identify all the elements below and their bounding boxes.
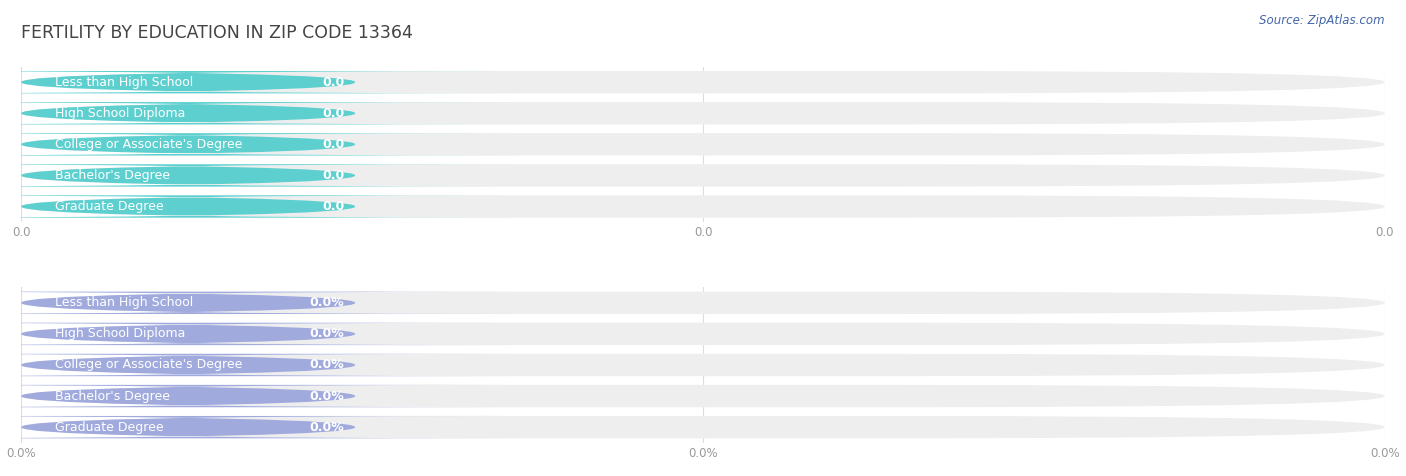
Text: High School Diploma: High School Diploma	[55, 327, 186, 340]
Text: Bachelor's Degree: Bachelor's Degree	[55, 169, 170, 182]
FancyBboxPatch shape	[0, 195, 512, 218]
Text: 0.0%: 0.0%	[309, 327, 344, 340]
Text: 0.0: 0.0	[322, 138, 344, 151]
FancyBboxPatch shape	[0, 385, 512, 407]
FancyBboxPatch shape	[21, 292, 1385, 314]
FancyBboxPatch shape	[21, 102, 1385, 124]
Text: 0.0: 0.0	[322, 200, 344, 213]
Text: Less than High School: Less than High School	[55, 297, 194, 309]
Text: College or Associate's Degree: College or Associate's Degree	[55, 138, 243, 151]
Text: Graduate Degree: Graduate Degree	[55, 421, 165, 434]
FancyBboxPatch shape	[0, 323, 512, 345]
FancyBboxPatch shape	[0, 354, 512, 376]
FancyBboxPatch shape	[0, 416, 512, 438]
FancyBboxPatch shape	[0, 292, 512, 314]
Text: Graduate Degree: Graduate Degree	[55, 200, 165, 213]
FancyBboxPatch shape	[0, 102, 512, 124]
Text: Source: ZipAtlas.com: Source: ZipAtlas.com	[1260, 14, 1385, 27]
Text: 0.0: 0.0	[322, 107, 344, 120]
Text: 0.0%: 0.0%	[309, 389, 344, 403]
FancyBboxPatch shape	[21, 133, 1385, 156]
FancyBboxPatch shape	[0, 133, 512, 156]
FancyBboxPatch shape	[0, 164, 512, 187]
Text: 0.0%: 0.0%	[309, 358, 344, 371]
Text: Bachelor's Degree: Bachelor's Degree	[55, 389, 170, 403]
Text: 0.0: 0.0	[322, 169, 344, 182]
FancyBboxPatch shape	[21, 354, 1385, 376]
FancyBboxPatch shape	[21, 323, 1385, 345]
Text: 0.0%: 0.0%	[309, 297, 344, 309]
Text: 0.0: 0.0	[322, 76, 344, 89]
Text: High School Diploma: High School Diploma	[55, 107, 186, 120]
Text: College or Associate's Degree: College or Associate's Degree	[55, 358, 243, 371]
Text: FERTILITY BY EDUCATION IN ZIP CODE 13364: FERTILITY BY EDUCATION IN ZIP CODE 13364	[21, 24, 413, 42]
FancyBboxPatch shape	[21, 416, 1385, 438]
Text: Less than High School: Less than High School	[55, 76, 194, 89]
FancyBboxPatch shape	[21, 71, 1385, 93]
FancyBboxPatch shape	[21, 385, 1385, 407]
FancyBboxPatch shape	[21, 195, 1385, 218]
Text: 0.0%: 0.0%	[309, 421, 344, 434]
FancyBboxPatch shape	[0, 71, 512, 93]
FancyBboxPatch shape	[21, 164, 1385, 187]
